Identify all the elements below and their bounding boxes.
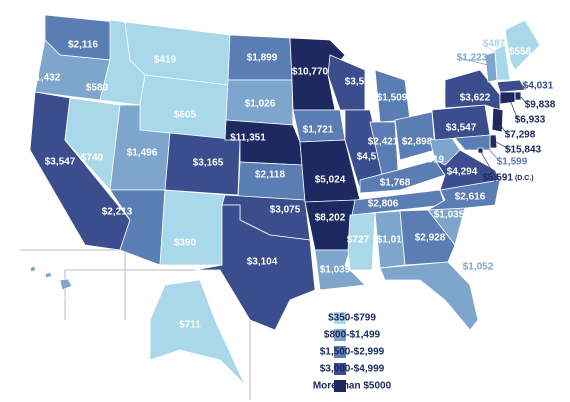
value-note: (D.C.) — [515, 175, 534, 182]
value-label: $4,294 — [447, 167, 478, 178]
legend-label: $350-$799 — [328, 313, 376, 324]
value-label: $1,432 — [30, 73, 61, 84]
state — [237, 161, 306, 201]
state — [29, 265, 73, 291]
value-label: $8,202 — [315, 213, 346, 224]
value-label: $3,595 — [345, 77, 376, 88]
state — [496, 79, 526, 93]
value-label: $11,351 — [230, 133, 266, 144]
legend-swatch — [334, 329, 346, 341]
value-label: $1,223 — [457, 53, 488, 64]
value-label: $3,547 — [446, 123, 477, 134]
state — [454, 134, 491, 151]
state — [347, 212, 376, 271]
legend-swatch — [334, 380, 346, 392]
value-label: $5,591 (D.C.) — [482, 173, 533, 184]
value-label: $5,024 — [315, 175, 346, 186]
state — [109, 189, 166, 266]
value-label: $558 — [509, 47, 532, 58]
value-label: $390 — [174, 238, 197, 249]
legend-swatch — [334, 346, 346, 358]
inset-border — [20, 249, 126, 320]
leader-line — [459, 57, 489, 66]
state — [159, 189, 226, 266]
value-label: $3,547 — [45, 157, 76, 168]
value-label: $3,104 — [247, 257, 278, 268]
state — [499, 91, 516, 105]
value-label: $727 — [347, 235, 370, 246]
value-label: $1,496 — [127, 148, 158, 159]
leader-line — [481, 43, 501, 56]
value-label: $1,509 — [377, 93, 408, 104]
state — [477, 147, 484, 154]
value-label: $819 — [422, 155, 445, 166]
value-label: $3,622 — [460, 93, 491, 104]
state — [314, 249, 366, 291]
leader-line — [487, 147, 501, 163]
value-label: $1,721 — [303, 125, 334, 136]
value-label: $4,570 — [357, 152, 388, 163]
value-label: $811 — [49, 291, 71, 302]
state — [139, 74, 229, 141]
legend-swatch — [334, 363, 346, 375]
legend-label: More than $5000 — [313, 381, 392, 392]
state — [494, 44, 511, 81]
state — [149, 279, 246, 386]
state — [504, 19, 541, 71]
value-label: $580 — [86, 83, 109, 94]
state — [379, 261, 479, 331]
leader-line — [495, 141, 512, 151]
value-label: $1,052 — [463, 262, 494, 273]
value-label: $2,616 — [455, 192, 486, 203]
value-label: $6,933 — [515, 115, 546, 126]
value-label: $1,768 — [380, 178, 411, 189]
value-label: $1,035 — [434, 210, 465, 221]
leader-line — [509, 99, 519, 121]
value-label: $419 — [154, 55, 177, 66]
inset-border — [64, 269, 251, 400]
value-label: $7,298 — [505, 130, 536, 141]
value-label: $2,118 — [255, 170, 285, 181]
leader-line — [480, 151, 497, 179]
value-label: $4,031 — [523, 81, 554, 92]
value-label: $740 — [81, 153, 104, 164]
value-label: $9,838 — [525, 100, 556, 111]
value-label: $10,770 — [292, 67, 329, 78]
value-label: $2,213 — [102, 207, 133, 218]
value-label: $711 — [179, 320, 201, 331]
state — [491, 107, 504, 133]
value-label: $2,898 — [402, 137, 433, 148]
value-label: $1,014 — [377, 235, 408, 246]
legend-label: $800-$1,499 — [324, 330, 381, 341]
value-label: $1,039 — [320, 265, 351, 276]
legend-label: $3,000-$4,999 — [320, 364, 385, 375]
value-label: $1,899 — [247, 53, 278, 64]
value-label: $2,116 — [68, 40, 98, 51]
state — [399, 209, 456, 266]
value-label: $1,026 — [245, 99, 276, 110]
value-label: $2,928 — [415, 233, 446, 244]
state — [514, 91, 522, 101]
value-label: $487 — [483, 39, 506, 50]
state — [194, 204, 316, 331]
legend-label: $1,500-$2,999 — [320, 347, 385, 358]
leader-line — [520, 96, 529, 106]
value-label: $2,421 — [368, 137, 399, 148]
value-label: $3,165 — [193, 158, 224, 169]
value-label: $1,599 — [497, 157, 528, 168]
value-label: $3,075 — [270, 205, 301, 216]
value-label: $15,843 — [505, 145, 542, 156]
legend-swatch — [334, 312, 346, 324]
value-label: $2,806 — [368, 199, 399, 210]
leader-line — [499, 124, 509, 136]
value-label: $605 — [174, 110, 197, 121]
state — [489, 134, 498, 149]
